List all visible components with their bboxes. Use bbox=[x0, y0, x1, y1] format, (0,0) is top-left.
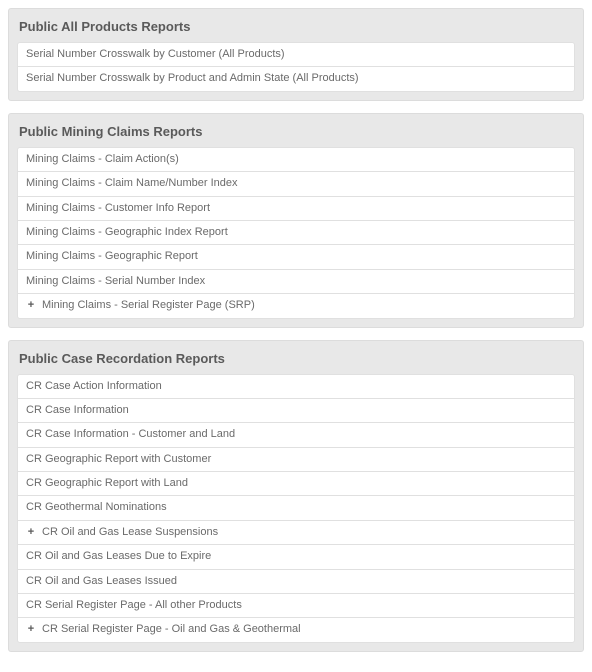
section-title: Public Case Recordation Reports bbox=[17, 347, 575, 374]
expand-icon[interactable]: + bbox=[26, 525, 36, 540]
report-item[interactable]: Mining Claims - Serial Number Index bbox=[17, 269, 575, 294]
section-title: Public All Products Reports bbox=[17, 15, 575, 42]
report-item-label: CR Case Action Information bbox=[26, 379, 162, 394]
section-title: Public Mining Claims Reports bbox=[17, 120, 575, 147]
report-item-label: Mining Claims - Claim Action(s) bbox=[26, 152, 179, 167]
report-section: Public Case Recordation ReportsCR Case A… bbox=[8, 340, 584, 652]
report-section: Public All Products Reports Serial Number… bbox=[8, 8, 584, 101]
report-item[interactable]: + CR Serial Register Page - Oil and Gas &… bbox=[17, 617, 575, 642]
report-item-label: CR Serial Register Page - All other Prod… bbox=[26, 598, 242, 613]
report-list: Serial Number Crosswalk by Customer (All… bbox=[17, 42, 575, 92]
report-item[interactable]: Mining Claims - Geographic Report bbox=[17, 244, 575, 269]
report-item[interactable]: CR Oil and Gas Leases Issued bbox=[17, 569, 575, 594]
report-item[interactable]: Serial Number Crosswalk by Product and A… bbox=[17, 66, 575, 91]
report-item-label: Mining Claims - Serial Number Index bbox=[26, 274, 205, 289]
report-item-label: Mining Claims - Geographic Index Report bbox=[26, 225, 228, 240]
report-item[interactable]: CR Geothermal Nominations bbox=[17, 495, 575, 520]
report-list: CR Case Action Information CR Case Inform… bbox=[17, 374, 575, 643]
report-item-label: CR Oil and Gas Lease Suspensions bbox=[42, 525, 218, 540]
report-item[interactable]: CR Case Information - Customer and Land bbox=[17, 422, 575, 447]
report-item[interactable]: Serial Number Crosswalk by Customer (All… bbox=[17, 42, 575, 67]
report-item[interactable]: + Mining Claims - Serial Register Page (S… bbox=[17, 293, 575, 318]
report-list: Mining Claims - Claim Action(s) Mining Cl… bbox=[17, 147, 575, 319]
report-item[interactable]: CR Geographic Report with Customer bbox=[17, 447, 575, 472]
report-sections-container: Public All Products Reports Serial Number… bbox=[8, 8, 584, 652]
report-item-label: CR Oil and Gas Leases Due to Expire bbox=[26, 549, 211, 564]
report-item[interactable]: CR Case Action Information bbox=[17, 374, 575, 399]
report-item[interactable]: CR Oil and Gas Leases Due to Expire bbox=[17, 544, 575, 569]
report-item-label: CR Geothermal Nominations bbox=[26, 500, 167, 515]
report-item[interactable]: + CR Oil and Gas Lease Suspensions bbox=[17, 520, 575, 545]
report-item[interactable]: Mining Claims - Claim Action(s) bbox=[17, 147, 575, 172]
report-item[interactable]: CR Case Information bbox=[17, 398, 575, 423]
report-item[interactable]: Mining Claims - Geographic Index Report bbox=[17, 220, 575, 245]
report-item-label: Mining Claims - Serial Register Page (SR… bbox=[42, 298, 255, 313]
report-item-label: CR Case Information - Customer and Land bbox=[26, 427, 235, 442]
report-item-label: Serial Number Crosswalk by Product and A… bbox=[26, 71, 359, 86]
expand-icon[interactable]: + bbox=[26, 298, 36, 313]
report-item-label: CR Case Information bbox=[26, 403, 129, 418]
report-item-label: Mining Claims - Claim Name/Number Index bbox=[26, 176, 238, 191]
report-item[interactable]: CR Geographic Report with Land bbox=[17, 471, 575, 496]
report-item-label: CR Geographic Report with Land bbox=[26, 476, 188, 491]
report-item-label: Mining Claims - Geographic Report bbox=[26, 249, 198, 264]
report-item[interactable]: Mining Claims - Customer Info Report bbox=[17, 196, 575, 221]
report-item-label: CR Oil and Gas Leases Issued bbox=[26, 574, 177, 589]
report-section: Public Mining Claims ReportsMining Claim… bbox=[8, 113, 584, 328]
report-item[interactable]: Mining Claims - Claim Name/Number Index bbox=[17, 171, 575, 196]
expand-icon[interactable]: + bbox=[26, 622, 36, 637]
report-item-label: Serial Number Crosswalk by Customer (All… bbox=[26, 47, 285, 62]
report-item-label: CR Serial Register Page - Oil and Gas & … bbox=[42, 622, 301, 637]
report-item[interactable]: CR Serial Register Page - All other Prod… bbox=[17, 593, 575, 618]
report-item-label: CR Geographic Report with Customer bbox=[26, 452, 211, 467]
report-item-label: Mining Claims - Customer Info Report bbox=[26, 201, 210, 216]
